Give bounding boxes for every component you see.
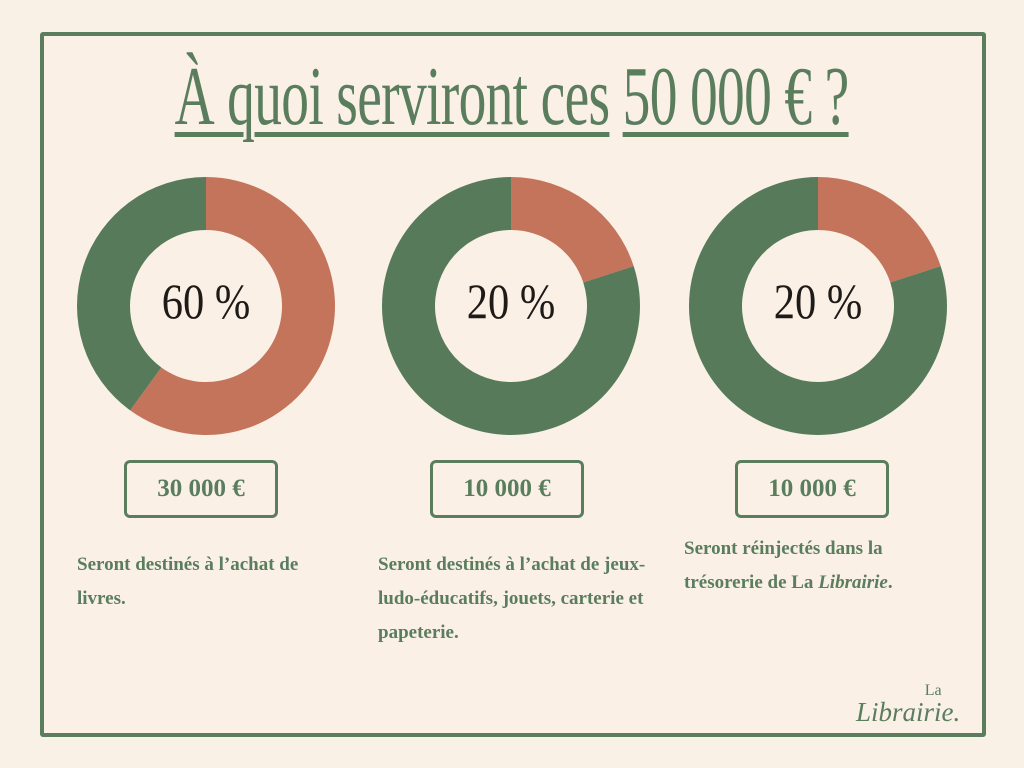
donut-3-slice-2 [688,177,947,435]
donut-label-1: 60 % [161,273,251,329]
amount-box-1: 30 000 € [124,460,278,518]
donut-2-slice-1 [511,177,634,283]
description-1: Seront destinés à l’achat de livres. [77,554,299,609]
donut-label-2: 20 % [466,273,556,329]
donut-label-3: 20 % [773,273,863,329]
donut-1-slice-1 [130,176,335,435]
page-title: À quoi serviront ces 50 000 € ? [0,52,1024,142]
logo-name: Librairie. [856,697,961,727]
title-text: À quoi serviront ces [175,50,611,143]
description-3: Seront réinjectés dans la trésorerie de … [684,538,893,593]
title-amount: 50 000 € ? [623,50,850,143]
description-2: Seront destinés à l’achat de jeux-ludo-é… [378,554,646,643]
donut-3-slice-1 [818,177,941,283]
logo-la: La [924,682,942,699]
amount-box-2: 10 000 € [430,460,584,518]
amount-box-3: 10 000 € [735,460,889,518]
donut-1-slice-2 [77,177,206,411]
donut-2-slice-2 [381,177,640,435]
logo: La Librairie. [856,683,960,726]
